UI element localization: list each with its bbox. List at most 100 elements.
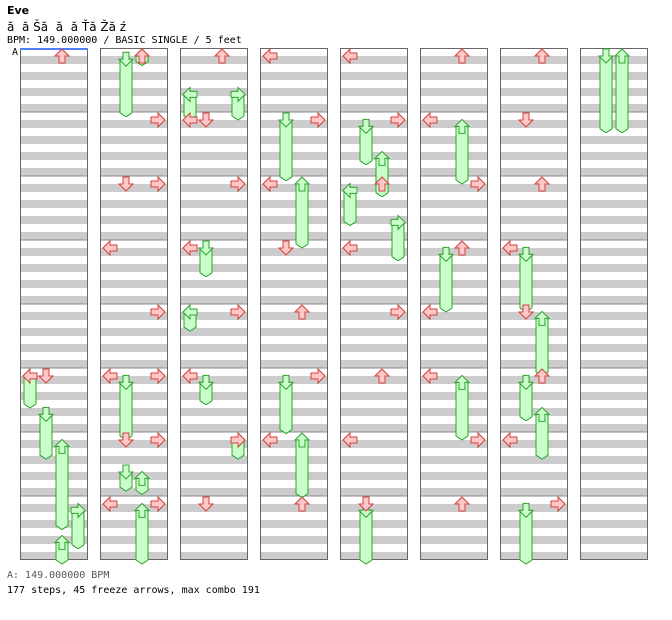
beat-stripe <box>500 408 568 416</box>
beat-stripe <box>340 200 408 208</box>
beat-stripe <box>580 120 648 128</box>
tap-arrow <box>502 431 518 449</box>
beat-stripe <box>100 296 168 304</box>
beat-stripe <box>580 280 648 288</box>
beat-stripe <box>20 392 88 400</box>
beat-stripe <box>20 376 88 384</box>
tap-arrow <box>390 303 406 321</box>
beat-stripe <box>500 392 568 400</box>
beat-stripe <box>340 504 408 512</box>
beat-stripe <box>500 504 568 512</box>
tap-arrow <box>37 368 55 384</box>
beat-stripe <box>500 120 568 128</box>
beat-stripe <box>500 152 568 160</box>
beat-stripe <box>20 520 88 528</box>
beat-stripe <box>500 488 568 496</box>
beat-stripe <box>340 152 408 160</box>
beat-stripe <box>100 104 168 112</box>
beat-stripe <box>20 248 88 256</box>
song-title: Eve <box>7 4 30 17</box>
beat-stripe <box>180 376 248 384</box>
beat-stripe <box>580 440 648 448</box>
beat-stripe <box>260 424 328 432</box>
beat-stripe <box>180 72 248 80</box>
tap-arrow <box>150 431 166 449</box>
tap-arrow <box>150 367 166 385</box>
freeze-arrow-head <box>182 86 198 103</box>
tap-arrow <box>230 175 246 193</box>
beat-stripe <box>180 456 248 464</box>
beat-stripe <box>20 408 88 416</box>
freeze-arrow-body <box>599 55 613 134</box>
tap-arrow <box>422 111 438 129</box>
beat-stripe <box>340 440 408 448</box>
beat-stripe <box>580 136 648 144</box>
beat-stripe <box>420 248 488 256</box>
beat-stripe <box>100 344 168 352</box>
beat-stripe <box>420 72 488 80</box>
beat-stripe <box>100 168 168 176</box>
beat-stripe <box>20 424 88 432</box>
beat-stripe <box>100 232 168 240</box>
tap-arrow <box>230 303 246 321</box>
beat-stripe <box>180 264 248 272</box>
chart-column-border <box>260 48 328 560</box>
beat-stripe <box>100 184 168 192</box>
beat-stripe <box>260 88 328 96</box>
freeze-arrow-head <box>37 406 55 423</box>
tap-arrow <box>502 239 518 257</box>
beat-stripe <box>260 120 328 128</box>
beat-stripe <box>100 216 168 224</box>
freeze-arrow-head <box>117 51 135 67</box>
beat-stripe <box>180 520 248 528</box>
beat-stripe <box>420 56 488 64</box>
song-subtitle: ă ă Šă ă ă Ťă Žă ź <box>7 20 127 34</box>
freeze-arrow-body <box>455 381 469 441</box>
beat-stripe <box>340 216 408 224</box>
beat-stripe <box>420 296 488 304</box>
beat-stripe <box>260 312 328 320</box>
beat-stripe <box>340 360 408 368</box>
freeze-arrow-head <box>342 182 358 199</box>
beat-stripe <box>340 520 408 528</box>
beat-stripe <box>20 216 88 224</box>
beat-stripe <box>500 344 568 352</box>
beat-stripe <box>420 152 488 160</box>
beat-stripe <box>580 200 648 208</box>
beat-stripe <box>20 152 88 160</box>
tap-arrow <box>262 47 278 65</box>
tap-arrow <box>182 367 198 385</box>
beat-stripe <box>100 328 168 336</box>
beat-stripe <box>340 488 408 496</box>
beat-stripe <box>580 520 648 528</box>
beat-stripe <box>260 456 328 464</box>
beat-stripe <box>500 184 568 192</box>
beat-stripe <box>100 88 168 96</box>
beat-stripe <box>100 440 168 448</box>
beat-stripe <box>580 248 648 256</box>
beat-stripe <box>100 56 168 64</box>
tap-arrow <box>230 431 246 449</box>
beat-stripe <box>260 136 328 144</box>
tap-arrow <box>102 495 118 513</box>
beat-stripe <box>180 280 248 288</box>
beat-stripe <box>20 440 88 448</box>
beat-stripe <box>420 456 488 464</box>
beat-stripe <box>20 72 88 80</box>
tap-arrow <box>533 368 551 384</box>
beat-stripe <box>180 232 248 240</box>
freeze-arrow-head <box>390 214 406 231</box>
freeze-arrow-head <box>277 112 295 128</box>
beat-stripe <box>500 360 568 368</box>
tap-arrow <box>53 48 71 64</box>
beat-stripe <box>180 472 248 480</box>
beat-stripe <box>500 232 568 240</box>
beat-stripe <box>340 72 408 80</box>
freeze-arrow-head <box>133 470 151 486</box>
freeze-arrow-head <box>197 374 215 391</box>
freeze-arrow-head <box>373 150 391 166</box>
beat-stripe <box>340 136 408 144</box>
beat-stripe <box>420 200 488 208</box>
freeze-arrow-head <box>182 303 198 321</box>
beat-stripe <box>420 360 488 368</box>
